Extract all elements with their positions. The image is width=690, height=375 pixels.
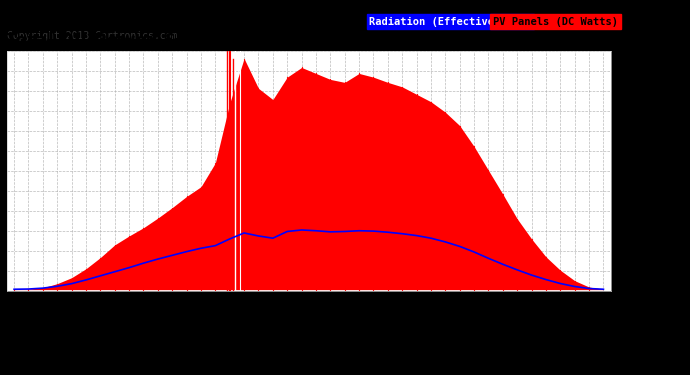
- Text: Radiation (Effective w/m2): Radiation (Effective w/m2): [369, 16, 532, 27]
- Text: Copyright 2013 Cartronics.com: Copyright 2013 Cartronics.com: [7, 31, 177, 41]
- Title: Total PV Power & Effective Solar Radiation Sun Jun 30 20:30: Total PV Power & Effective Solar Radiati…: [5, 33, 613, 51]
- Text: PV Panels (DC Watts): PV Panels (DC Watts): [493, 16, 618, 27]
